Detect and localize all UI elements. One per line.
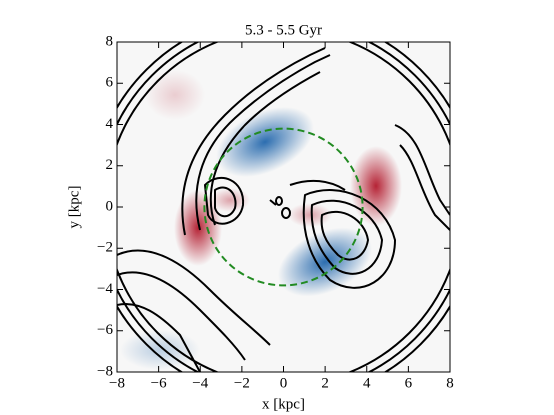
x-tick-label: 0 <box>280 375 288 391</box>
y-tick-label: 2 <box>106 157 114 173</box>
x-tick-label: 8 <box>446 375 454 391</box>
x-tick-label: 6 <box>405 375 413 391</box>
y-tick-label: 6 <box>106 75 114 91</box>
x-tick-label: 2 <box>321 375 329 391</box>
y-tick-label: 0 <box>106 198 114 214</box>
x-tick-label: −8 <box>109 375 125 391</box>
x-tick-label: 4 <box>363 375 371 391</box>
x-tick-label: −6 <box>151 375 167 391</box>
y-tick-label: 8 <box>106 33 114 49</box>
density-map <box>120 70 402 370</box>
y-tick-label: −6 <box>97 322 113 338</box>
x-axis-label: x [kpc] <box>262 396 305 412</box>
reference-circle <box>203 127 364 287</box>
y-tick-label: 4 <box>106 116 114 132</box>
y-tick-label: −8 <box>97 363 113 379</box>
y-tick-label: −4 <box>97 281 113 297</box>
y-axis-label: y [kpc] <box>66 186 82 229</box>
contours <box>117 42 450 372</box>
x-tick-label: −2 <box>234 375 250 391</box>
chart-title: 5.3 - 5.5 Gyr <box>245 22 322 38</box>
x-tick-label: −4 <box>192 375 208 391</box>
y-tick-label: −2 <box>97 240 113 256</box>
